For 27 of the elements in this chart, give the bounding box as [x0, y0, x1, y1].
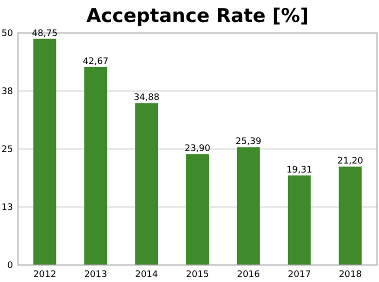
x-tick-label: 2017 [288, 270, 311, 280]
y-tick-label: 13 [2, 203, 13, 214]
data-label: 25,39 [236, 137, 262, 148]
bar [33, 38, 56, 265]
x-tick-label: 2013 [84, 270, 108, 280]
data-label: 34,88 [134, 93, 160, 104]
data-label: 19,31 [286, 165, 312, 176]
y-tick-label: 38 [2, 87, 14, 98]
data-label: 21,20 [337, 156, 364, 167]
bar [338, 166, 362, 265]
bar [135, 103, 158, 265]
data-label: 48,75 [32, 28, 58, 39]
bar [236, 147, 260, 265]
y-tick-label: 50 [2, 29, 14, 40]
x-tick-label: 2015 [186, 270, 209, 280]
y-tick-label: 25 [2, 145, 13, 156]
bar [186, 154, 209, 265]
chart-title: Acceptance Rate [%] [86, 5, 309, 27]
data-label: 42,67 [82, 57, 109, 68]
x-tick-label: 2016 [236, 270, 260, 280]
y-tick-label: 0 [7, 261, 14, 272]
x-tick-label: 2014 [135, 270, 158, 280]
bar [288, 175, 311, 265]
bar [84, 67, 108, 265]
data-label: 23,90 [184, 144, 211, 154]
x-tick-label: 2012 [33, 270, 56, 280]
x-tick-label: 2018 [338, 270, 362, 280]
